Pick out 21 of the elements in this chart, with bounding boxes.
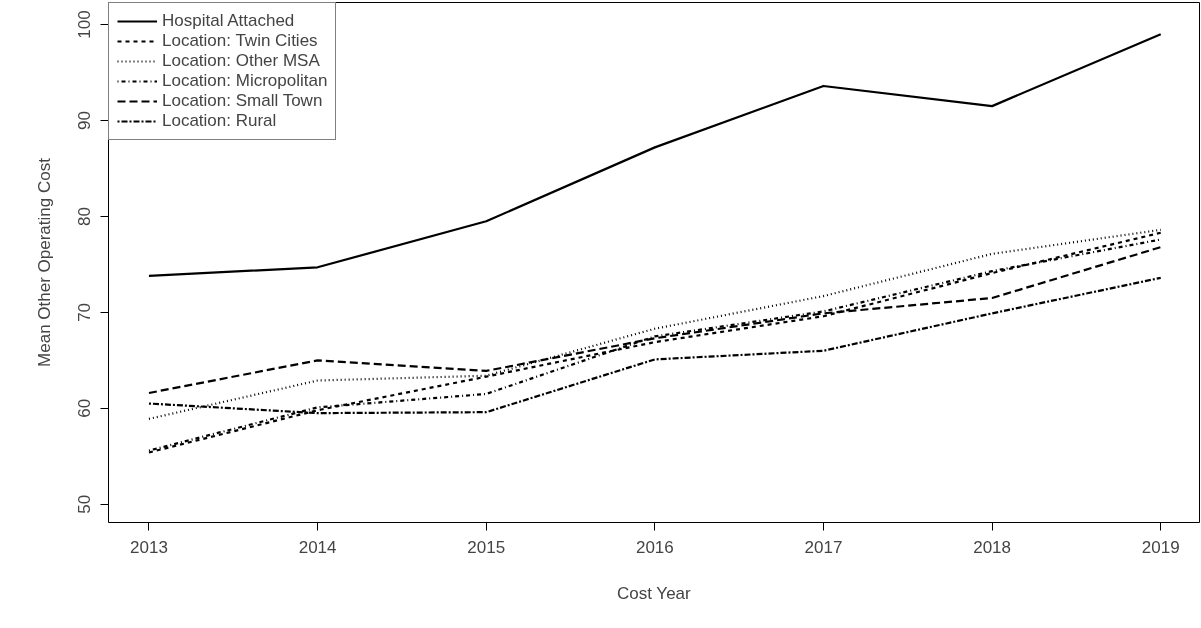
x-tick-label: 2014: [298, 537, 337, 557]
y-tick-label: 60: [75, 398, 95, 418]
x-tick-label: 2018: [973, 537, 1012, 557]
x-axis-title: Cost Year: [616, 583, 692, 603]
x-tick-label: 2016: [635, 537, 674, 557]
x-tick-label: 2017: [804, 537, 843, 557]
legend-label: Location: Twin Cities: [162, 31, 318, 51]
legend-label: Location: Other MSA: [162, 51, 320, 71]
y-tick-label: 80: [75, 206, 95, 226]
y-tick-label: 50: [75, 494, 95, 514]
legend-label: Location: Micropolitan: [162, 71, 328, 91]
y-tick-label: 70: [75, 302, 95, 322]
y-axis-title: Mean Other Operating Cost: [34, 157, 54, 367]
x-tick-label: 2013: [130, 537, 168, 557]
legend-label: Hospital Attached: [162, 11, 295, 31]
legend-label: Location: Rural: [162, 111, 277, 131]
y-tick-label: 90: [75, 111, 95, 130]
legend-label: Location: Small Town: [162, 91, 323, 111]
x-tick-label: 2019: [1141, 537, 1180, 557]
x-tick-label: 2015: [467, 537, 506, 557]
y-tick-label: 100: [75, 10, 95, 39]
